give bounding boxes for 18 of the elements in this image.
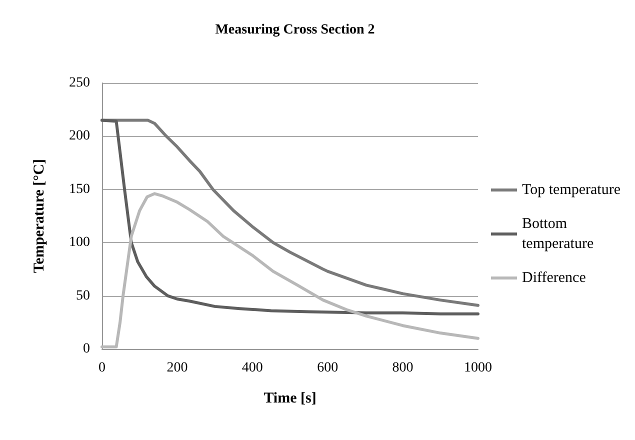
legend-label: Difference [522, 270, 586, 286]
y-tick-label: 150 [69, 182, 90, 197]
chart-title: Measuring Cross Section 2 [215, 22, 375, 38]
y-tick-label: 100 [69, 235, 90, 250]
y-axis-title: Temperature [°C] [32, 159, 48, 273]
legend-label: Top temperature [522, 182, 621, 198]
y-tick-label: 250 [69, 76, 90, 90]
x-tick-label: 400 [242, 360, 263, 376]
x-axis-title: Time [s] [264, 390, 316, 406]
x-tick-label: 800 [392, 360, 414, 376]
x-tick-label: 200 [166, 360, 188, 376]
legend-label: Bottom temperature [522, 216, 594, 252]
y-tick-label: 50 [76, 288, 90, 304]
y-tick-label: 200 [69, 128, 90, 144]
y-tick-label: 0 [83, 342, 90, 356]
x-tick-label: 1000 [464, 360, 492, 376]
x-tick-label: 0 [98, 360, 106, 376]
x-tick-label: 600 [317, 360, 338, 376]
